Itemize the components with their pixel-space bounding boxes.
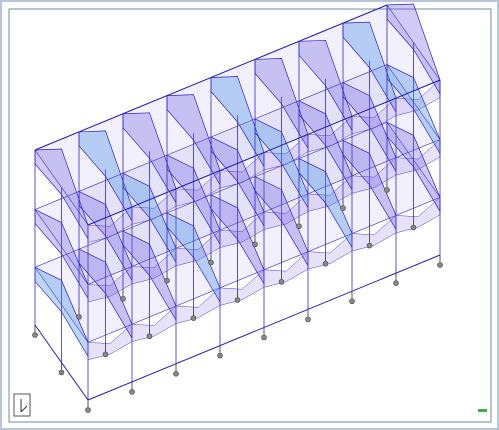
support bbox=[350, 299, 355, 304]
model-view bbox=[0, 0, 499, 430]
support bbox=[438, 263, 443, 268]
support bbox=[306, 317, 311, 322]
support bbox=[77, 314, 82, 319]
support bbox=[218, 353, 223, 358]
support bbox=[279, 279, 284, 284]
axis-icon bbox=[14, 394, 30, 416]
support bbox=[385, 188, 390, 193]
support bbox=[33, 333, 38, 338]
support bbox=[165, 278, 170, 283]
support bbox=[235, 298, 240, 303]
support bbox=[394, 281, 399, 286]
support bbox=[367, 243, 372, 248]
viewport-window bbox=[0, 0, 499, 430]
status-mark bbox=[478, 409, 487, 412]
support bbox=[253, 242, 258, 247]
support bbox=[341, 206, 346, 211]
support bbox=[103, 352, 108, 357]
support bbox=[411, 225, 416, 230]
support bbox=[262, 335, 267, 340]
support bbox=[86, 408, 91, 413]
support bbox=[130, 389, 135, 394]
support bbox=[59, 370, 64, 375]
support bbox=[209, 260, 214, 265]
support bbox=[323, 261, 328, 266]
axis-icon-box bbox=[14, 394, 30, 416]
support bbox=[147, 334, 152, 339]
support bbox=[121, 296, 126, 301]
support bbox=[297, 224, 302, 229]
support bbox=[174, 371, 179, 376]
support bbox=[191, 316, 196, 321]
